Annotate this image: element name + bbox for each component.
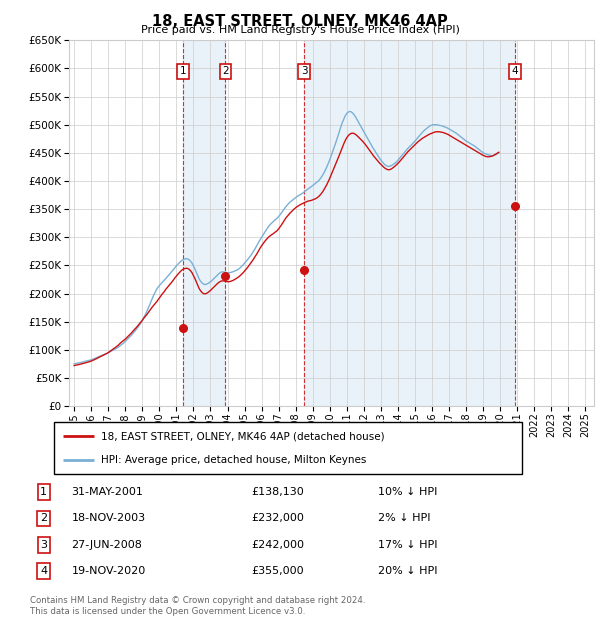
Text: 19-NOV-2020: 19-NOV-2020: [71, 566, 146, 576]
Text: 1: 1: [180, 66, 187, 76]
Text: 18, EAST STREET, OLNEY, MK46 4AP: 18, EAST STREET, OLNEY, MK46 4AP: [152, 14, 448, 29]
Text: 3: 3: [40, 540, 47, 550]
Text: 1: 1: [40, 487, 47, 497]
Text: Contains HM Land Registry data © Crown copyright and database right 2024.
This d: Contains HM Land Registry data © Crown c…: [30, 596, 365, 616]
Text: 4: 4: [512, 66, 518, 76]
Text: 20% ↓ HPI: 20% ↓ HPI: [378, 566, 437, 576]
Bar: [184, 40, 226, 406]
Text: 3: 3: [301, 66, 307, 76]
Text: 2: 2: [40, 513, 47, 523]
Text: 2% ↓ HPI: 2% ↓ HPI: [378, 513, 430, 523]
Text: 18-NOV-2003: 18-NOV-2003: [71, 513, 146, 523]
Text: 2: 2: [222, 66, 229, 76]
Text: 27-JUN-2008: 27-JUN-2008: [71, 540, 142, 550]
Text: 4: 4: [40, 566, 47, 576]
Text: £232,000: £232,000: [251, 513, 304, 523]
Text: £242,000: £242,000: [251, 540, 304, 550]
Text: 18, EAST STREET, OLNEY, MK46 4AP (detached house): 18, EAST STREET, OLNEY, MK46 4AP (detach…: [101, 432, 385, 441]
Text: Price paid vs. HM Land Registry's House Price Index (HPI): Price paid vs. HM Land Registry's House …: [140, 25, 460, 35]
FancyBboxPatch shape: [54, 422, 522, 474]
Text: £355,000: £355,000: [251, 566, 304, 576]
Text: 10% ↓ HPI: 10% ↓ HPI: [378, 487, 437, 497]
Text: 31-MAY-2001: 31-MAY-2001: [71, 487, 143, 497]
Text: £138,130: £138,130: [251, 487, 304, 497]
Bar: [304, 40, 515, 406]
Text: 17% ↓ HPI: 17% ↓ HPI: [378, 540, 437, 550]
Text: HPI: Average price, detached house, Milton Keynes: HPI: Average price, detached house, Milt…: [101, 454, 366, 464]
